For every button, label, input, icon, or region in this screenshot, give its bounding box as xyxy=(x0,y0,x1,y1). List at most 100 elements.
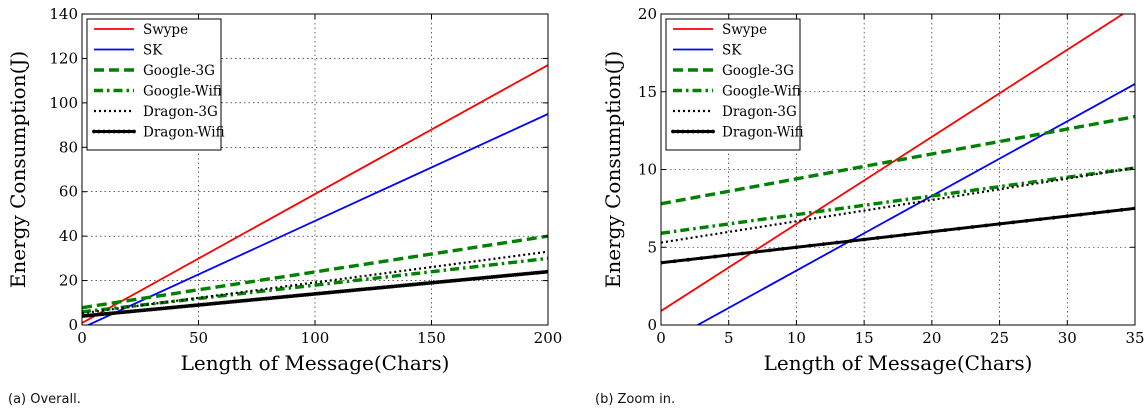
chart-1: 0 50 100 150 200 0 20 40 60 80 100 120 140 Length of … xyxy=(6,5,562,375)
legend-label-dragon-3g: Dragon-3G xyxy=(722,104,797,120)
series-marker xyxy=(943,228,948,233)
series-line-google-wifi xyxy=(82,256,548,314)
legend-label-dragon-3g: Dragon-3G xyxy=(143,104,218,120)
series-marker xyxy=(1078,212,1083,217)
legend-marker xyxy=(696,129,700,134)
legend-marker xyxy=(122,129,126,134)
series-line-dragon-wifi xyxy=(661,206,1135,265)
series-marker xyxy=(767,248,772,253)
series-marker xyxy=(821,242,826,247)
series-line-dragon-3g xyxy=(661,166,1135,244)
series-line-google-3g xyxy=(82,234,548,310)
x-tick-label: 100 xyxy=(301,329,330,347)
x-tick-label: 10 xyxy=(787,329,806,347)
x-tick-label: 25 xyxy=(990,329,1009,347)
series-marker xyxy=(902,232,907,237)
legend-marker xyxy=(691,129,695,134)
y-tick-label: 5 xyxy=(647,238,657,256)
series-marker xyxy=(889,234,894,239)
series-marker xyxy=(1038,217,1043,222)
series-marker xyxy=(1092,211,1097,215)
series-marker xyxy=(794,245,799,250)
series-line-swype xyxy=(82,64,548,324)
y-tick-label: 100 xyxy=(49,94,78,112)
x-tick-label: 15 xyxy=(855,329,874,347)
series-marker xyxy=(699,256,704,261)
legend: Swype SK Google-3G Google-Wifi Dragon-3G Drag… xyxy=(665,18,804,151)
x-tick-label: 50 xyxy=(189,329,208,347)
series-marker xyxy=(780,246,785,251)
y-tick-label: 10 xyxy=(638,161,657,179)
legend-box xyxy=(86,18,222,151)
legend-marker xyxy=(711,129,715,134)
legend-label-google-3g: Google-3G xyxy=(143,63,215,79)
y-axis-label: Energy Consumption(J) xyxy=(6,51,30,288)
legend-label-sk: SK xyxy=(143,43,163,59)
y-tick-label: 15 xyxy=(638,83,657,101)
series-marker xyxy=(672,259,677,264)
x-tick-label: 150 xyxy=(417,329,446,347)
series-marker xyxy=(1106,209,1110,214)
series-group xyxy=(661,14,1135,325)
series-marker xyxy=(808,243,812,248)
legend-marker xyxy=(127,129,131,134)
x-tick-label: 30 xyxy=(1058,329,1077,347)
series-marker xyxy=(1065,214,1070,219)
x-tick-label: 0 xyxy=(656,329,666,347)
x-axis-label: Length of Message(Chars) xyxy=(181,351,450,375)
legend-marker xyxy=(686,129,690,134)
series-marker xyxy=(875,236,880,240)
legend-marker xyxy=(676,129,680,134)
series-line-google-wifi xyxy=(661,166,1135,235)
series-marker xyxy=(862,237,867,242)
x-tick-label: 20 xyxy=(922,329,941,347)
legend-label-sk: SK xyxy=(722,43,742,59)
series-marker xyxy=(740,251,745,256)
x-tick-label: 5 xyxy=(724,329,734,347)
series-line-dragon-3g xyxy=(82,250,548,315)
legend-marker xyxy=(97,129,101,134)
series-line-sk xyxy=(695,83,1135,325)
y-axis-label: Energy Consumption(J) xyxy=(601,51,625,288)
series-marker xyxy=(984,223,988,228)
legend-box xyxy=(665,18,801,151)
x-tick-label: 200 xyxy=(534,329,563,347)
legend-label-swype: Swype xyxy=(722,22,767,38)
series-marker xyxy=(713,254,718,259)
legend: Swype SK Google-3G Google-Wifi Dragon-3G Drag… xyxy=(86,18,225,151)
series-marker xyxy=(686,257,690,262)
series-marker xyxy=(957,226,961,231)
series-marker xyxy=(929,229,934,234)
legend-label-google-3g: Google-3G xyxy=(722,63,794,79)
legend-marker xyxy=(701,129,705,134)
series-marker xyxy=(835,240,839,245)
legend-label-swype: Swype xyxy=(143,22,188,38)
series-marker xyxy=(1024,218,1029,223)
legend-marker xyxy=(117,129,121,134)
caption-zoom-in: (b) Zoom in. xyxy=(595,392,676,407)
caption-overall: (a) Overall. xyxy=(8,392,81,407)
y-tick-label: 20 xyxy=(638,5,657,23)
legend-marker xyxy=(107,129,111,134)
series-marker xyxy=(970,225,975,229)
series-marker xyxy=(1051,215,1056,220)
y-tick-label: 40 xyxy=(59,227,78,245)
series-marker xyxy=(916,231,921,236)
x-tick-label: 0 xyxy=(77,329,87,347)
series-marker xyxy=(1011,220,1016,225)
series-marker xyxy=(997,222,1002,226)
series-line-sk xyxy=(86,113,548,325)
y-tick-label: 140 xyxy=(49,5,78,23)
y-tick-label: 0 xyxy=(647,316,657,334)
y-tick-label: 80 xyxy=(59,138,78,156)
legend-label-google-wifi: Google-Wifi xyxy=(143,84,222,100)
legend-marker xyxy=(671,129,675,134)
x-axis-label: Length of Message(Chars) xyxy=(764,351,1033,375)
legend-label-dragon-wifi: Dragon-Wifi xyxy=(143,125,225,141)
legend-label-google-wifi: Google-Wifi xyxy=(722,84,801,100)
legend-marker xyxy=(706,129,710,134)
series-marker xyxy=(848,239,853,243)
legend-marker xyxy=(102,129,106,134)
y-tick-label: 20 xyxy=(59,272,78,290)
